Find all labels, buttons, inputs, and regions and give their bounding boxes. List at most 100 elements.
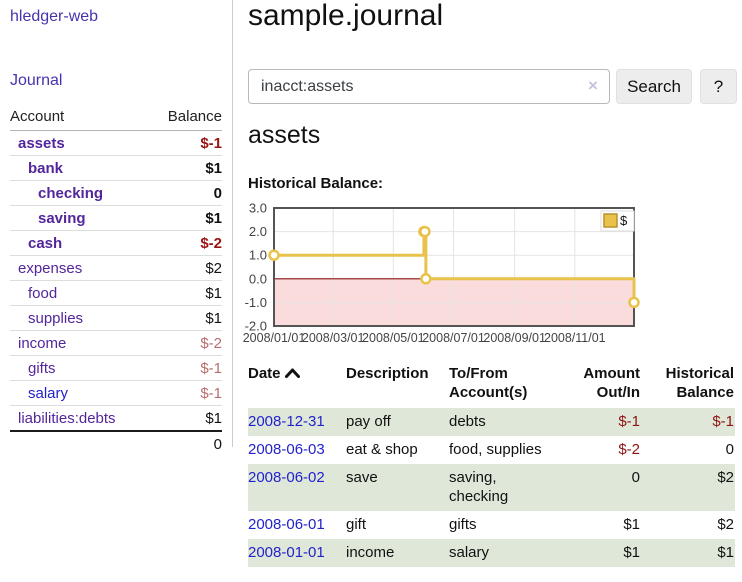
chart-data-point: [420, 273, 432, 285]
transaction-row: 2008-06-01 gift gifts $1 $2: [248, 511, 735, 539]
x-axis-tick-label: 2008/07/01: [422, 331, 485, 345]
transaction-accounts: food, supplies: [449, 441, 542, 458]
help-button[interactable]: ?: [700, 69, 737, 104]
transaction-amount: $1: [561, 539, 641, 567]
account-row: income $-2: [10, 330, 222, 356]
search-button[interactable]: Search: [616, 69, 692, 104]
transaction-row: 2008-01-01 income salary $1 $1: [248, 539, 735, 567]
account-link[interactable]: assets: [18, 134, 65, 152]
accounts-table: Account Balance assets $-1 bank $1 checking 0…: [10, 104, 222, 456]
register-header-date[interactable]: Date: [248, 364, 346, 408]
account-row: food $1: [10, 280, 222, 306]
accounts-header-balance: Balance: [150, 104, 222, 131]
transaction-description: save: [346, 464, 449, 511]
account-link[interactable]: food: [28, 284, 58, 302]
search-input[interactable]: [248, 69, 610, 104]
transaction-balance: $1: [641, 539, 735, 567]
account-balance: $-1: [150, 380, 222, 406]
transaction-accounts: salary: [449, 539, 561, 567]
account-balance: $1: [150, 280, 222, 306]
clear-search-icon[interactable]: ×: [588, 76, 598, 95]
account-row: saving $1: [10, 205, 222, 231]
chart-border: [273, 207, 635, 327]
account-balance: $-1: [150, 130, 222, 156]
account-link[interactable]: cash: [28, 234, 63, 252]
chart-canvas: 3.0 2.0 1.0 0.0 -1.0 -2.02008/01/012008/03/01…: [243, 201, 640, 345]
account-link[interactable]: saving: [38, 209, 86, 227]
transaction-description: eat & shop: [346, 441, 418, 458]
account-balance: $1: [150, 155, 222, 181]
chart-data-point: [419, 225, 431, 238]
transaction-date-link[interactable]: 2008-06-01: [248, 516, 325, 533]
account-balance: 0: [150, 180, 222, 206]
transaction-row: 2008-12-31 pay off debts $-1 $-1: [248, 408, 735, 436]
transaction-amount: $1: [623, 516, 640, 533]
transaction-amount: 0: [561, 464, 641, 511]
account-link[interactable]: salary: [28, 384, 69, 402]
account-row: cash $-2: [10, 230, 222, 256]
transaction-date-link[interactable]: 2008-12-31: [248, 413, 325, 430]
transaction-accounts: debts: [449, 408, 561, 436]
y-axis-tick-label: 0.0: [249, 271, 267, 286]
account-link[interactable]: gifts: [28, 359, 56, 377]
transaction-description: gift: [346, 516, 367, 533]
account-link[interactable]: checking: [38, 184, 104, 202]
sort-ascending-icon: [284, 368, 300, 378]
account-link[interactable]: bank: [28, 159, 64, 177]
transaction-balance: $-1: [641, 408, 735, 436]
x-axis-tick-label: 2008/05/01: [362, 331, 425, 345]
register-table: Date Description To/From Account(s) Amount …: [248, 364, 735, 567]
transaction-balance: $2: [641, 464, 735, 511]
chart-data-point: [628, 296, 640, 309]
sidebar-item-journal[interactable]: Journal: [10, 72, 63, 89]
transaction-amount: $-2: [618, 441, 640, 458]
transaction-amount: $-1: [561, 408, 641, 436]
account-link[interactable]: expenses: [18, 259, 83, 277]
transaction-row: 2008-06-03 eat & shop food, supplies $-2 0: [248, 436, 735, 464]
y-axis-tick-label: 3.0: [249, 201, 267, 216]
accounts-total-row: 0: [10, 430, 222, 456]
account-link[interactable]: liabilities:debts: [18, 409, 116, 427]
register-header-amount-out-in[interactable]: Amount Out/In: [583, 365, 640, 401]
y-axis-tick-label: -1.0: [245, 295, 267, 310]
account-row: gifts $-1: [10, 355, 222, 381]
account-row: liabilities:debts $1: [10, 405, 222, 432]
chart-title: Historical Balance:: [248, 175, 384, 192]
accounts-total-value: 0: [150, 430, 222, 456]
account-row: checking 0: [10, 180, 222, 206]
account-link[interactable]: income: [18, 334, 67, 352]
page-title: sample.journal: [248, 0, 444, 32]
register-header-historical-balance[interactable]: Historical Balance: [665, 365, 734, 401]
account-balance: $-2: [150, 230, 222, 256]
x-axis-tick-label: 2008/01/01: [243, 331, 306, 345]
account-balance: $-2: [150, 330, 222, 356]
y-axis-tick-label: -2.0: [245, 319, 267, 334]
sidebar: hledger-web Journal Account Balance asse…: [0, 0, 233, 456]
account-row: supplies $1: [10, 305, 222, 331]
account-row: bank $1: [10, 155, 222, 181]
register-header-to-from-account-s-[interactable]: To/From Account(s): [449, 365, 528, 401]
transaction-balance: $2: [717, 516, 734, 533]
account-balance: $1: [150, 205, 222, 231]
transaction-accounts: gifts: [449, 516, 477, 533]
chart-data-point: [268, 249, 280, 261]
x-axis-tick-label: 2008/11/01: [544, 331, 606, 345]
account-heading: assets: [248, 121, 321, 149]
transaction-date-link[interactable]: 2008-06-03: [248, 441, 325, 458]
account-link[interactable]: supplies: [28, 309, 84, 327]
transaction-date-link[interactable]: 2008-01-01: [248, 544, 325, 561]
x-axis-tick-label: 2008/09/01: [483, 331, 546, 345]
transaction-balance: 0: [725, 441, 734, 458]
transaction-description: pay off: [346, 408, 449, 436]
legend-label: $: [620, 213, 628, 228]
register-header-description[interactable]: Description: [346, 365, 429, 382]
transaction-description: income: [346, 539, 449, 567]
account-balance: $-1: [150, 355, 222, 381]
brand-link[interactable]: hledger-web: [10, 8, 99, 25]
transaction-date-link[interactable]: 2008-06-02: [248, 469, 325, 486]
transaction-accounts: saving, checking: [449, 464, 561, 511]
x-axis-tick-label: 2008/03/01: [302, 331, 365, 345]
historical-balance-chart: 3.0 2.0 1.0 0.0 -1.0 -2.0 2008/01/01 2008/03/01…: [236, 201, 640, 349]
account-row: salary $-1: [10, 380, 222, 406]
